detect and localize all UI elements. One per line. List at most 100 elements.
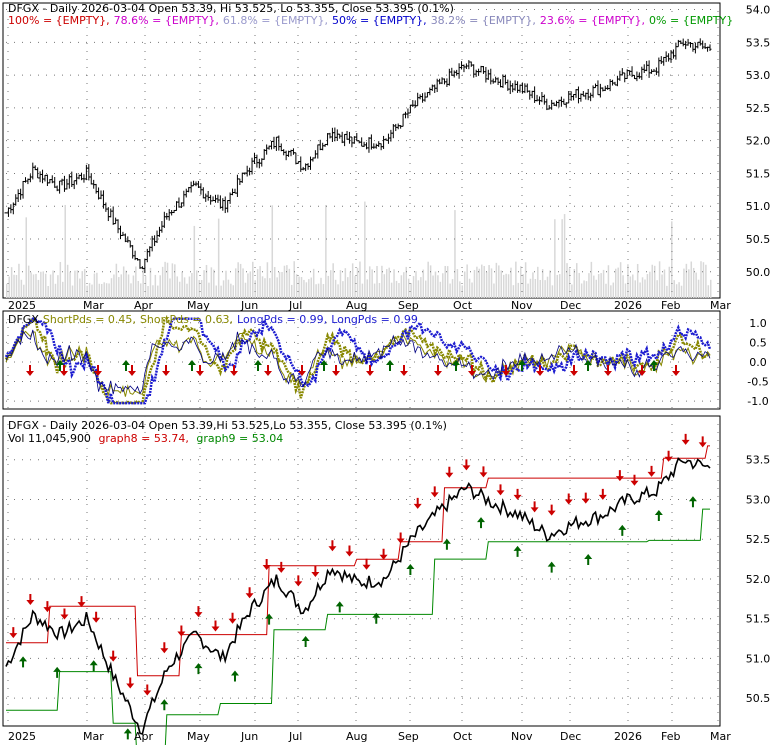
volume-bar bbox=[356, 267, 359, 298]
volume-bar bbox=[74, 270, 76, 298]
signal-buy-arrow bbox=[19, 656, 28, 668]
volume-bar bbox=[230, 283, 232, 298]
volume-bar bbox=[456, 269, 459, 298]
volume-bar bbox=[171, 263, 174, 298]
oscillator-y-tick-label: 0.0 bbox=[749, 356, 767, 369]
volume-bar bbox=[286, 265, 288, 298]
volume-bar bbox=[227, 279, 230, 298]
volume-bar bbox=[8, 276, 10, 298]
signal-buy-arrow bbox=[372, 612, 381, 624]
volume-bar bbox=[198, 279, 200, 298]
signal-sell-arrow bbox=[615, 470, 624, 482]
volume-bar bbox=[697, 279, 700, 298]
price-y-tick-label: 52.5 bbox=[746, 102, 771, 115]
price-x-tick-label: Nov bbox=[511, 299, 533, 312]
fib-legend-item: 50% = {EMPTY}, bbox=[332, 14, 427, 27]
fibonacci-legend: 100% = {EMPTY}, 78.6% = {EMPTY}, 61.8% = {… bbox=[8, 14, 733, 27]
volume-bar bbox=[519, 266, 522, 298]
signal-sell-arrow bbox=[445, 466, 454, 478]
volume-bar bbox=[459, 281, 461, 298]
oscillator-legend: DFGX ShortPds = 0.45, ShortPds = 0.63, Long… bbox=[8, 313, 418, 326]
volume-bar bbox=[493, 283, 495, 298]
oscillator-legend-item: ShortPds = 0.45, bbox=[43, 313, 136, 326]
volume-bar bbox=[359, 261, 361, 298]
volume-bar bbox=[125, 270, 127, 298]
volume-label: Vol 11,045,900 bbox=[8, 432, 91, 445]
volume-bar bbox=[334, 279, 337, 298]
oscillator-sell-arrow bbox=[128, 365, 136, 376]
volume-bar bbox=[468, 278, 471, 298]
volume-bar bbox=[617, 267, 619, 298]
volume-bar bbox=[312, 268, 315, 298]
volume-bar bbox=[505, 273, 507, 298]
signal-buy-arrow bbox=[618, 524, 627, 536]
signal-x-tick-label: Mar bbox=[83, 730, 104, 743]
volume-bar bbox=[122, 266, 125, 298]
volume-bar bbox=[271, 205, 274, 298]
signal-sell-arrow bbox=[211, 620, 220, 632]
volume-bar bbox=[595, 279, 598, 298]
volume-bar bbox=[666, 285, 668, 298]
fib-legend-item: 23.6% = {EMPTY}, bbox=[540, 14, 645, 27]
volume-bar bbox=[169, 278, 171, 298]
signal-sell-arrow bbox=[109, 650, 118, 662]
volume-bar bbox=[232, 285, 235, 298]
volume-bar bbox=[120, 274, 122, 298]
volume-bar bbox=[108, 283, 110, 298]
volume-bar bbox=[544, 280, 546, 298]
price-x-axis: 2025 Mar Apr May Jun Jul Aug Sep Oct Nov Dec 2026 Fe… bbox=[8, 299, 731, 312]
volume-bar bbox=[27, 265, 30, 298]
price-bar bbox=[708, 44, 712, 52]
volume-bar bbox=[247, 273, 249, 298]
price-y-tick-label: 51.5 bbox=[746, 167, 771, 180]
volume-bar bbox=[683, 268, 685, 298]
volume-bar bbox=[471, 282, 473, 298]
oscillator-buy-arrow bbox=[320, 360, 328, 371]
signal-x-tick-label: 2025 bbox=[8, 730, 36, 743]
signal-buy-arrow bbox=[265, 613, 274, 625]
graph9-label: graph9 = 53.04 bbox=[196, 432, 283, 445]
oscillator-sell-arrow bbox=[230, 365, 238, 376]
volume-bar bbox=[473, 269, 476, 298]
price-y-axis: 54.0 53.5 53.0 52.5 52.0 51.5 51.0 50.5 50.0 bbox=[746, 4, 771, 279]
volume-bar bbox=[485, 271, 488, 298]
volume-bar bbox=[424, 280, 427, 298]
signal-sell-arrow bbox=[513, 488, 522, 500]
volume-bar bbox=[373, 283, 376, 298]
volume-bar bbox=[208, 282, 210, 298]
oscillator-y-tick-label: -0.5 bbox=[747, 376, 768, 389]
signal-buy-arrow bbox=[53, 666, 62, 678]
oscillator-y-tick-label: 0.5 bbox=[749, 336, 767, 349]
volume-bar bbox=[291, 284, 293, 298]
oscillator-sell-arrow bbox=[400, 365, 408, 376]
volume-bar bbox=[305, 282, 308, 298]
volume-bar bbox=[98, 283, 101, 298]
volume-bar bbox=[186, 283, 188, 298]
volume-bar bbox=[546, 276, 549, 298]
signal-x-tick-label: Jun bbox=[240, 730, 258, 743]
volume-bar bbox=[376, 266, 378, 298]
volume-bar bbox=[15, 274, 18, 298]
oscillator-sell-arrow bbox=[536, 365, 544, 376]
signal-sell-arrow bbox=[698, 436, 707, 448]
oscillator-sell-arrow bbox=[502, 365, 510, 376]
volume-bar bbox=[420, 277, 422, 298]
signal-sell-arrow bbox=[177, 625, 186, 637]
volume-bar bbox=[529, 278, 532, 298]
volume-bar bbox=[539, 279, 541, 298]
volume-bar bbox=[193, 225, 196, 298]
signal-sell-arrow bbox=[664, 450, 673, 462]
volume-bar bbox=[303, 279, 305, 298]
volume-bar bbox=[18, 263, 20, 298]
volume-bar bbox=[210, 267, 213, 298]
signal-sell-arrow bbox=[413, 497, 422, 509]
price-y-tick-label: 51.0 bbox=[746, 200, 771, 213]
volume-bar bbox=[152, 285, 154, 298]
oscillator-buy-arrow bbox=[584, 360, 592, 371]
signal-x-tick-label: Feb bbox=[661, 730, 680, 743]
volume-bar bbox=[578, 272, 580, 298]
signal-buy-arrow bbox=[584, 554, 593, 566]
fib-legend-item: 61.8% = {EMPTY}, bbox=[223, 14, 328, 27]
volume-bar bbox=[537, 266, 539, 298]
volume-bar bbox=[215, 285, 217, 298]
